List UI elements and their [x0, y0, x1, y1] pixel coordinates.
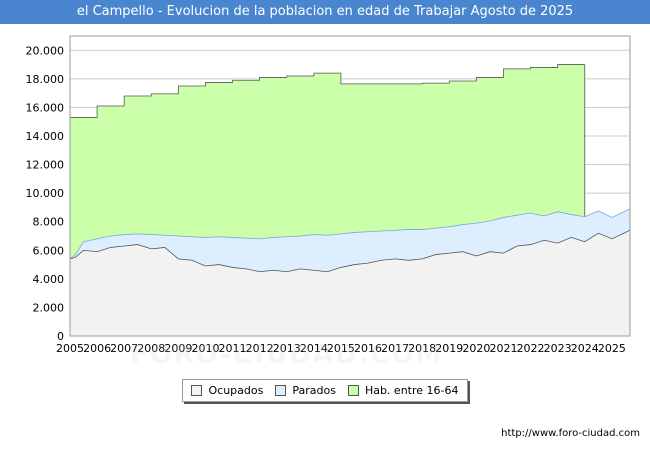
legend-label-ocupados: Ocupados — [208, 384, 264, 397]
x-tick-label: 2008 — [137, 342, 165, 355]
y-tick-label: 14.000 — [26, 130, 65, 143]
x-tick-label: 2006 — [83, 342, 111, 355]
y-tick-label: 0 — [57, 330, 64, 343]
series-ocupados-area — [70, 230, 630, 336]
x-tick-label: 2016 — [354, 342, 382, 355]
legend-item-ocupados: Ocupados — [191, 384, 263, 397]
x-tick-label: 2015 — [327, 342, 355, 355]
y-tick-label: 18.000 — [26, 73, 65, 86]
x-tick-label: 2013 — [273, 342, 301, 355]
x-tick-label: 2010 — [191, 342, 219, 355]
x-tick-label: 2024 — [571, 342, 599, 355]
x-tick-label: 2014 — [300, 342, 328, 355]
legend-swatch-parados — [275, 385, 287, 396]
x-tick-label: 2009 — [164, 342, 192, 355]
x-tick-label: 2020 — [462, 342, 490, 355]
x-tick-label: 2023 — [544, 342, 572, 355]
legend: Ocupados Parados Hab. entre 16-64 — [182, 379, 468, 402]
x-tick-label: 2007 — [110, 342, 138, 355]
x-axis-ticks: 2005 2006 2007 2008 2009 2010 2011 2012 2013 2014… — [56, 342, 626, 355]
y-tick-label: 16.000 — [26, 101, 65, 114]
x-tick-label: 2019 — [435, 342, 463, 355]
y-tick-label: 8.000 — [33, 216, 65, 229]
area-series — [69, 64, 631, 337]
y-tick-label: 20.000 — [26, 44, 65, 57]
x-tick-label: 2012 — [246, 342, 274, 355]
legend-item-hab: Hab. entre 16-64 — [347, 384, 459, 397]
x-tick-label: 2011 — [219, 342, 247, 355]
x-tick-label: 2025 — [598, 342, 626, 355]
chart-area: 0 2.000 4.000 6.000 8.000 10.000 12.000 14.000 1… — [26, 35, 631, 355]
legend-label-hab: Hab. entre 16-64 — [364, 384, 459, 397]
y-tick-label: 10.000 — [26, 187, 65, 200]
legend-swatch-ocupados — [191, 385, 203, 396]
x-tick-label: 2017 — [381, 342, 409, 355]
y-tick-label: 2.000 — [33, 301, 65, 314]
y-axis-ticks: 0 2.000 4.000 6.000 8.000 10.000 12.000 14.000 1… — [26, 44, 65, 343]
y-tick-label: 12.000 — [26, 159, 65, 172]
source-url[interactable]: http://www.foro-ciudad.com — [501, 428, 640, 439]
y-tick-label: 6.000 — [33, 244, 65, 257]
series-parados-line — [69, 208, 631, 260]
x-tick-label: 2018 — [408, 342, 436, 355]
x-tick-label: 2022 — [517, 342, 545, 355]
chart-title: el Campello - Evolucion de la poblacion … — [0, 0, 650, 24]
y-tick-label: 4.000 — [33, 273, 65, 286]
x-tick-label: 2005 — [56, 342, 84, 355]
series-ocupados-line — [69, 229, 631, 273]
legend-item-parados: Parados — [275, 384, 336, 397]
watermark: FORO-CIUDAD.COM — [130, 340, 444, 370]
legend-swatch-hab — [347, 385, 359, 396]
plot-frame — [69, 35, 631, 337]
legend-label-parados: Parados — [292, 384, 336, 397]
x-tick-label: 2021 — [489, 342, 517, 355]
